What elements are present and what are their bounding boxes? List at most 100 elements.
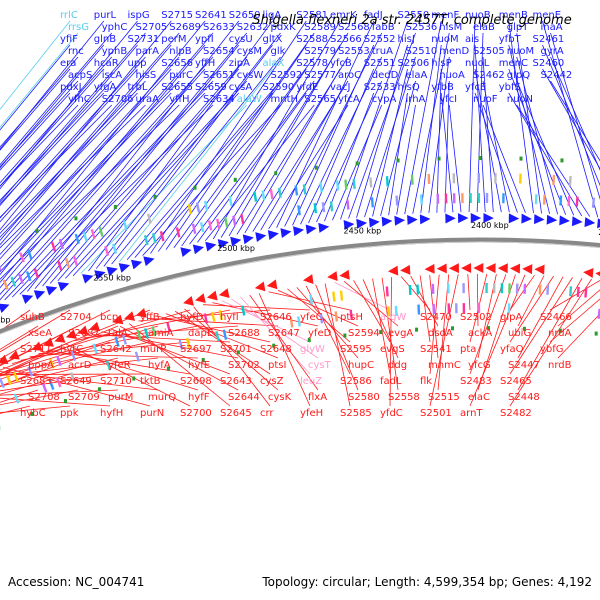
reverse-gene-arrow bbox=[194, 293, 206, 304]
kbp-label: 2600 kbp bbox=[0, 315, 10, 324]
gene-label-forward: truA bbox=[372, 46, 393, 57]
callout-line bbox=[474, 92, 518, 213]
gene-label-reverse: ptsI bbox=[268, 360, 286, 371]
callout-line bbox=[308, 68, 375, 224]
gene-label-forward: S2705 bbox=[136, 22, 168, 33]
tick-marker bbox=[594, 331, 598, 336]
callout-line bbox=[396, 104, 416, 215]
forward-gene-arrow bbox=[293, 226, 305, 237]
category-band-outer bbox=[57, 260, 63, 271]
gene-label-forward: yfcB bbox=[330, 58, 352, 69]
gene-label-forward: rrsG bbox=[68, 22, 89, 33]
gene-label-reverse: S2447 bbox=[508, 360, 540, 371]
callout-line bbox=[0, 373, 111, 392]
tick-marker bbox=[379, 330, 383, 335]
gene-label-forward: S2462 bbox=[473, 70, 505, 81]
callout-line bbox=[0, 373, 31, 388]
callout-line bbox=[128, 323, 231, 407]
gene-label-reverse: S2595 bbox=[340, 344, 372, 355]
category-band-bottom bbox=[70, 372, 76, 383]
gene-label-reverse: cysK bbox=[268, 392, 292, 403]
callout-line bbox=[419, 275, 431, 343]
gene-label-forward: nuoM bbox=[431, 34, 458, 45]
gene-label-forward: alaW bbox=[237, 94, 262, 105]
callout-line bbox=[300, 56, 383, 225]
callout-line bbox=[0, 104, 180, 280]
callout-line bbox=[277, 289, 359, 327]
callout-line bbox=[56, 346, 199, 391]
gene-label-reverse: S2585 bbox=[340, 408, 372, 419]
callout-line bbox=[228, 44, 341, 237]
gene-label-reverse: yffB bbox=[140, 312, 160, 323]
forward-gene-arrow bbox=[559, 215, 570, 226]
callout-line bbox=[0, 309, 111, 366]
gene-label-forward: cysU bbox=[229, 34, 253, 45]
callout-line bbox=[508, 92, 583, 217]
gene-label-forward: mntH bbox=[271, 94, 299, 105]
gene-label-forward: pdxJ bbox=[60, 82, 82, 93]
gene-label-reverse: fadL bbox=[380, 376, 402, 387]
callout-line bbox=[156, 315, 271, 343]
reverse-gene-arrow bbox=[583, 268, 594, 279]
callout-line bbox=[126, 80, 281, 261]
category-band-bottom bbox=[394, 305, 398, 316]
gene-label-reverse: ddg bbox=[388, 360, 407, 371]
gene-label-reverse: S2541 bbox=[420, 344, 452, 355]
callout-line bbox=[212, 302, 319, 327]
callout-line bbox=[482, 80, 510, 213]
callout-line bbox=[0, 20, 172, 231]
category-band-bottom bbox=[597, 308, 600, 319]
category-band-top bbox=[27, 249, 33, 260]
category-band-outer bbox=[370, 197, 374, 208]
category-band-top bbox=[277, 187, 282, 198]
tick-marker bbox=[437, 156, 441, 161]
category-band-inner bbox=[385, 286, 389, 297]
reverse-gene-arrow bbox=[112, 314, 124, 325]
forward-gene-arrow bbox=[230, 236, 242, 247]
gene-label-forward: purL bbox=[94, 10, 117, 21]
kbp-label: 2450 kbp bbox=[344, 226, 382, 235]
reverse-gene-arrow bbox=[327, 271, 338, 282]
category-band-outer bbox=[321, 202, 326, 213]
forward-gene-arrow bbox=[419, 214, 431, 225]
backbone-arc bbox=[0, 237, 600, 335]
gene-label-reverse: S2647 bbox=[268, 328, 300, 339]
category-band-outer bbox=[346, 199, 350, 210]
callout-line bbox=[38, 353, 199, 359]
category-band-bottom bbox=[13, 393, 20, 404]
gene-label-forward: upp bbox=[128, 58, 147, 69]
callout-line bbox=[467, 274, 471, 311]
gene-label-forward: hcaR bbox=[94, 58, 119, 69]
gene-label-reverse: leuZ bbox=[300, 376, 322, 387]
reverse-gene-arrow bbox=[89, 321, 101, 332]
category-band-inner bbox=[27, 366, 34, 377]
callout-line bbox=[0, 92, 138, 238]
gene-label-forward: nuoN bbox=[507, 94, 533, 105]
gene-label-reverse: S2711 bbox=[20, 344, 52, 355]
callout-line bbox=[509, 277, 573, 375]
category-band-inner bbox=[569, 286, 573, 297]
callout-line bbox=[429, 274, 459, 407]
tick-marker bbox=[74, 216, 78, 221]
category-band-top bbox=[187, 204, 193, 215]
callout-line bbox=[150, 20, 307, 254]
gene-label-reverse: S2710 bbox=[100, 376, 132, 387]
gene-label-reverse: ppk bbox=[60, 408, 79, 419]
tick-marker bbox=[63, 399, 67, 404]
callout-line bbox=[0, 325, 119, 375]
gene-label-forward: nuoM bbox=[507, 46, 534, 57]
gene-label-forward: parA bbox=[136, 46, 160, 57]
kbp-label: 2400 kbp bbox=[471, 221, 509, 230]
callout-line bbox=[173, 56, 315, 248]
category-band-top bbox=[319, 182, 323, 193]
category-band-inner bbox=[576, 286, 580, 297]
gene-label-reverse: mnmC bbox=[428, 360, 461, 371]
category-band-bottom bbox=[55, 377, 62, 388]
callout-line bbox=[516, 32, 542, 214]
tick-marker bbox=[355, 161, 359, 166]
reverse-gene-arrow bbox=[302, 274, 314, 284]
topology-label: Topology: circular; Length: 4,599,354 bp… bbox=[261, 575, 592, 589]
gene-label-forward: uraA bbox=[136, 94, 160, 105]
gene-label-reverse: nrdA bbox=[548, 328, 572, 339]
category-band-inner bbox=[584, 287, 588, 298]
